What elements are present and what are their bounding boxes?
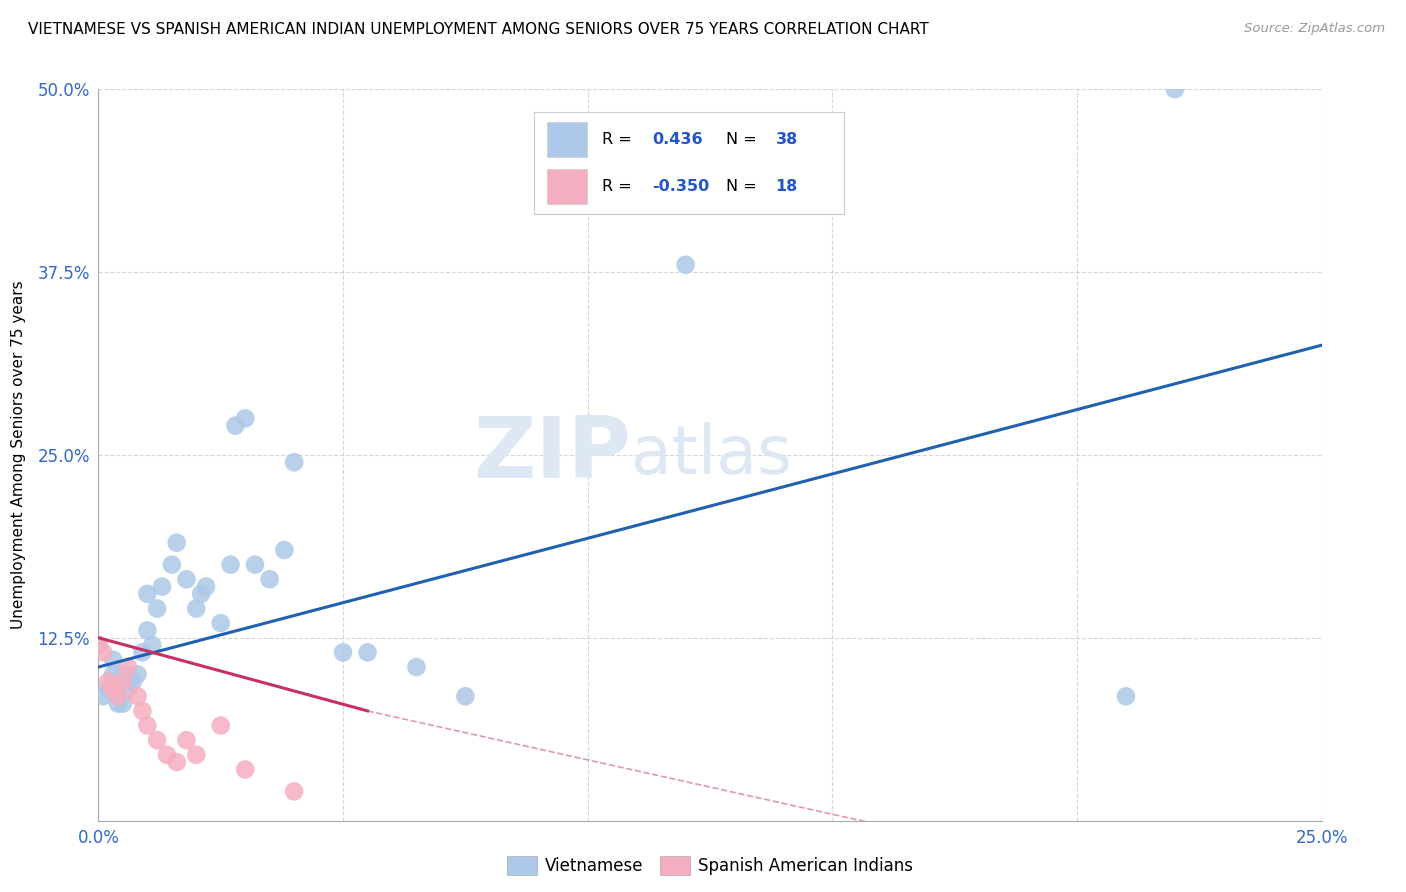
FancyBboxPatch shape [547, 169, 586, 204]
Point [209, 616, 232, 631]
Point [209, 718, 232, 732]
Text: ZIP: ZIP [472, 413, 630, 497]
Point [111, 667, 134, 681]
Point [136, 718, 159, 732]
Text: atlas: atlas [630, 422, 792, 488]
Point [356, 645, 378, 659]
Text: R =: R = [602, 179, 633, 194]
Point [259, 572, 281, 586]
Point [283, 455, 305, 469]
Point [243, 558, 266, 572]
Text: 18: 18 [776, 179, 797, 194]
Point [273, 543, 295, 558]
Point [332, 645, 354, 659]
Point [111, 697, 134, 711]
Point [190, 587, 212, 601]
Point [91, 690, 114, 704]
Text: Source: ZipAtlas.com: Source: ZipAtlas.com [1244, 22, 1385, 36]
Point [127, 667, 149, 681]
Point [146, 601, 169, 615]
Point [111, 674, 134, 689]
Point [219, 558, 242, 572]
Point [136, 624, 159, 638]
Point [101, 681, 124, 696]
Point [675, 258, 697, 272]
Point [101, 667, 124, 681]
Point [136, 587, 159, 601]
Point [146, 733, 169, 747]
Text: 0.436: 0.436 [652, 132, 703, 146]
Point [117, 681, 139, 696]
Text: 38: 38 [776, 132, 797, 146]
Point [107, 697, 129, 711]
Text: R =: R = [602, 132, 633, 146]
Point [176, 733, 198, 747]
Point [186, 747, 208, 762]
Point [233, 763, 256, 777]
Text: N =: N = [725, 179, 756, 194]
Text: VIETNAMESE VS SPANISH AMERICAN INDIAN UNEMPLOYMENT AMONG SENIORS OVER 75 YEARS C: VIETNAMESE VS SPANISH AMERICAN INDIAN UN… [28, 22, 929, 37]
Point [195, 580, 218, 594]
Point [454, 690, 477, 704]
Text: -0.350: -0.350 [652, 179, 709, 194]
Point [121, 674, 143, 689]
Point [131, 704, 153, 718]
FancyBboxPatch shape [547, 122, 586, 157]
Point [156, 747, 179, 762]
Point [141, 638, 163, 652]
Point [283, 784, 305, 798]
Y-axis label: Unemployment Among Seniors over 75 years: Unemployment Among Seniors over 75 years [11, 281, 27, 629]
Point [1164, 82, 1187, 96]
Point [101, 653, 124, 667]
Point [224, 418, 246, 433]
Point [1115, 690, 1137, 704]
Point [186, 601, 208, 615]
Point [97, 681, 120, 696]
Point [176, 572, 198, 586]
Legend: Vietnamese, Spanish American Indians: Vietnamese, Spanish American Indians [501, 849, 920, 882]
Point [150, 580, 173, 594]
Point [97, 674, 120, 689]
Point [166, 755, 188, 769]
Point [87, 638, 110, 652]
Point [131, 645, 153, 659]
Point [405, 660, 427, 674]
Point [107, 690, 129, 704]
Point [87, 638, 110, 652]
Point [91, 645, 114, 659]
Point [160, 558, 183, 572]
Point [127, 690, 149, 704]
Text: N =: N = [725, 132, 756, 146]
Point [117, 660, 139, 674]
Point [233, 411, 256, 425]
Point [166, 535, 188, 549]
